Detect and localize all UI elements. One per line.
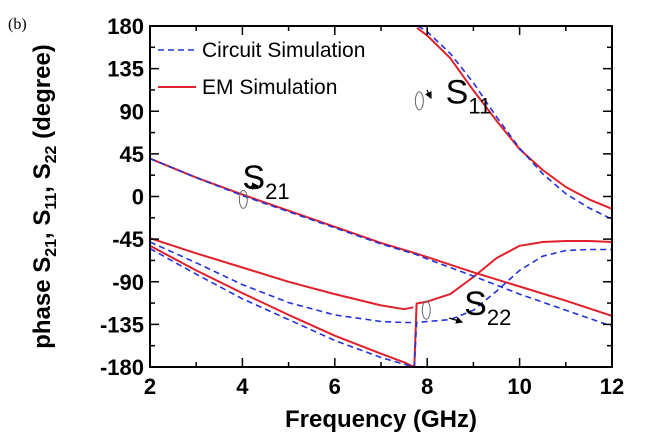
annotation-subscript: 11 — [468, 94, 491, 119]
labels-layer: 2 4 6 8 10 12 180 135 90 45 0 -45 -90 -135 -180 Frequen… — [29, 14, 624, 433]
y-axis-title: phase S21, S11, S22 (degree) — [29, 44, 60, 349]
x-tick-label: 2 — [144, 374, 156, 399]
x-tick-label: 10 — [507, 374, 531, 399]
legend-label: EM Simulation — [202, 76, 337, 99]
y-tick-label: -135 — [100, 312, 144, 337]
annotation-s21: S21 — [242, 159, 289, 204]
y-axis-title-part: phase S — [29, 257, 56, 349]
y-axis-title-subscript: 22 — [43, 145, 60, 163]
x-axis-title: Frequency (GHz) — [285, 406, 477, 433]
y-axis-title-part: , S — [29, 210, 56, 239]
y-axis-title-subscript: 21 — [43, 239, 60, 257]
annotation-s11: S11 — [446, 74, 492, 119]
series-em-s11-high — [416, 27, 612, 210]
series-em-s21 — [150, 157, 612, 317]
y-axis-title-subscript: 11 — [43, 193, 60, 210]
legend: Circuit Simulation EM Simulation — [158, 39, 365, 99]
panel-label: (b) — [8, 16, 27, 33]
y-axis-title-part: (degree) — [29, 44, 56, 145]
series-layer — [150, 26, 612, 367]
series-circuit-s11-low — [150, 241, 414, 324]
series-circuit-s21 — [150, 157, 612, 328]
legend-label: Circuit Simulation — [202, 39, 365, 62]
series-em-s11-low — [150, 237, 414, 311]
y-tick-label: 0 — [132, 185, 144, 210]
annotation-marker — [238, 189, 248, 209]
annotation-base: S — [242, 159, 265, 197]
series-circuit-s11-high — [417, 26, 612, 220]
y-tick-label: -45 — [112, 227, 144, 252]
y-tick-label: 180 — [107, 14, 144, 39]
series-circuit-s22 — [150, 247, 612, 367]
annotation-base: S — [464, 285, 487, 323]
annotation-base: S — [446, 74, 469, 112]
y-axis-title-part: , S — [29, 163, 56, 192]
y-tick-label: -180 — [100, 355, 144, 380]
y-tick-label: 45 — [120, 142, 144, 167]
annotation-marker — [421, 300, 431, 320]
y-tick-label: 135 — [107, 57, 144, 82]
x-tick-label: 4 — [236, 374, 249, 399]
annotation-s22: S22 — [464, 285, 511, 330]
y-tick-label: 90 — [120, 99, 144, 124]
y-tick-label: -90 — [112, 270, 144, 295]
annotation-subscript: 21 — [265, 179, 289, 204]
annotation-subscript: 22 — [487, 305, 511, 330]
series-em-s22 — [150, 240, 612, 367]
annotation-arrow — [425, 89, 432, 100]
annotation-marker — [414, 91, 424, 111]
x-tick-label: 6 — [329, 374, 341, 399]
annotation-arrow — [448, 316, 464, 324]
x-tick-label: 12 — [600, 374, 624, 399]
x-tick-label: 8 — [421, 374, 433, 399]
axes-layer — [149, 25, 613, 368]
